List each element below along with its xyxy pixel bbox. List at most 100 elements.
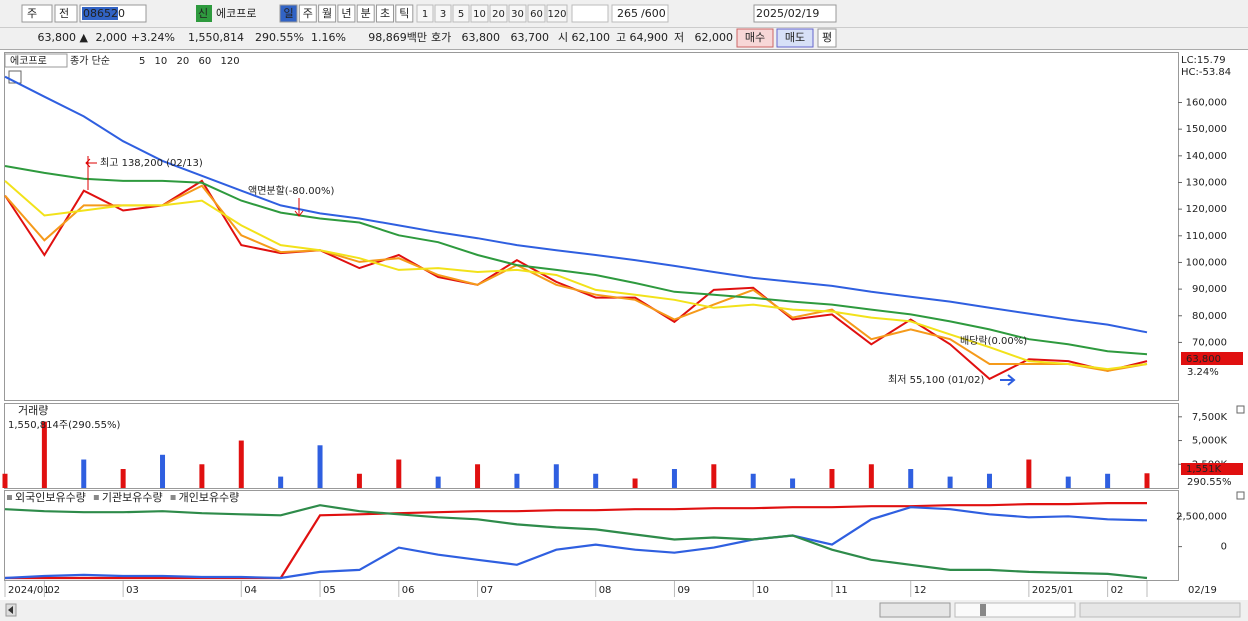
holdings-panel	[4, 490, 1179, 581]
quote-bid-ask_label: 호가	[431, 31, 451, 44]
buy-button[interactable]	[736, 28, 774, 48]
period-label: 분	[361, 7, 371, 20]
period-label: 주	[303, 7, 313, 20]
interval-label: 60	[530, 9, 543, 20]
volume-bar	[356, 473, 362, 488]
y-tick-label: 2,500,000	[1176, 511, 1227, 522]
interval-label: 30	[511, 9, 524, 20]
series-line	[4, 165, 1148, 356]
volume-bar	[1065, 476, 1071, 488]
annotation-arrow	[294, 198, 304, 217]
series-line	[4, 180, 1148, 371]
volume-bar	[829, 469, 835, 488]
period-button[interactable]	[356, 4, 375, 23]
annotation-arrow	[85, 156, 97, 190]
period-button[interactable]	[318, 4, 337, 23]
avg-button[interactable]	[817, 28, 837, 48]
volume-bar	[475, 464, 481, 488]
credit-label: 신	[198, 7, 208, 20]
y-tick-label: 110,000	[1186, 231, 1227, 242]
interval-button[interactable]	[434, 4, 452, 23]
y-tick-label: 120,000	[1186, 204, 1227, 215]
y-tick-label: 100,000	[1186, 257, 1227, 268]
sell-button[interactable]	[776, 28, 814, 48]
sell-label: 매도	[785, 31, 805, 44]
nav-buttons[interactable]	[879, 602, 951, 618]
annotation-dividend: 배당락(0.00%)	[960, 335, 1027, 347]
quote-price: 63,800 ▲	[38, 31, 89, 44]
interval-button[interactable]	[470, 4, 489, 23]
volume-bar	[120, 469, 126, 488]
legend-entry: 120	[221, 56, 240, 67]
legend-entry: 60	[199, 56, 212, 67]
volume-bar	[278, 476, 284, 488]
legend-entry: 개인보유수량	[179, 491, 240, 504]
interval-label: 5	[458, 9, 464, 20]
volume-bar	[238, 440, 244, 488]
y-tick-label: 7,500K	[1192, 412, 1228, 423]
tool-buttons[interactable]	[1079, 602, 1241, 618]
interval-select[interactable]	[571, 4, 609, 23]
period-type-select[interactable]	[21, 4, 53, 23]
period-label: 월	[322, 7, 332, 20]
annotation-high: 최고 138,200 (02/13)	[100, 157, 203, 169]
interval-button[interactable]	[489, 4, 508, 23]
series-line	[4, 179, 1148, 381]
interval-button[interactable]	[452, 4, 470, 23]
legend-entry: 10	[155, 56, 168, 67]
quote-turnover: 1.16%	[311, 31, 346, 44]
zoom-slider[interactable]	[954, 602, 1076, 618]
y-tick-label: 5,000K	[1192, 436, 1228, 447]
period-button[interactable]	[337, 4, 356, 23]
quote-volume: 1,550,814	[188, 31, 244, 44]
x-tick-label: 02	[1111, 585, 1124, 596]
volume-bar	[396, 459, 402, 488]
volume-bar	[514, 473, 520, 488]
scroll-left-icon	[8, 606, 13, 614]
x-tick-label: 03	[126, 585, 139, 596]
panel-close[interactable]	[1236, 405, 1245, 414]
count: 265	[617, 7, 638, 20]
date-input[interactable]	[753, 4, 837, 23]
quote-high: 64,900	[630, 31, 669, 44]
count-max: /600	[641, 7, 666, 20]
series-line	[4, 506, 1148, 580]
x-tick-label: 04	[244, 585, 257, 596]
panel-close[interactable]	[1236, 491, 1245, 500]
volume-bar	[435, 476, 441, 488]
price-panel	[4, 52, 1179, 401]
period-button[interactable]	[279, 4, 298, 23]
period-button[interactable]	[298, 4, 317, 23]
interval-label: 10	[473, 9, 486, 20]
volume-bar	[81, 459, 87, 488]
legend-name-box	[4, 53, 68, 68]
quote-open-label: 시	[558, 31, 568, 44]
buy-label: 매수	[745, 31, 765, 44]
zoom-handle[interactable]	[980, 604, 986, 616]
period-button[interactable]	[395, 4, 414, 23]
volume-bar	[790, 478, 796, 488]
stock-name: 에코프로	[216, 7, 256, 20]
series-line	[4, 75, 1148, 334]
y-tick-label: 150,000	[1186, 124, 1227, 135]
volume-bar	[671, 469, 677, 488]
period-label: 년	[341, 7, 351, 20]
interval-button[interactable]	[416, 4, 434, 23]
volume-panel	[4, 403, 1179, 489]
y-tick-label: 140,000	[1186, 151, 1227, 162]
interval-button[interactable]	[527, 4, 546, 23]
interval-button[interactable]	[546, 4, 568, 23]
hc-label: HC:-53.84	[1181, 67, 1231, 78]
prev-button[interactable]	[54, 4, 78, 23]
legend-entry: 기관보유수량	[102, 491, 163, 504]
legend-entry: 외국인보유수량	[15, 491, 86, 504]
series-line	[4, 504, 1148, 580]
last-volume-box	[1181, 463, 1243, 475]
quote-volume-pct: 290.55%	[255, 31, 304, 44]
period-button[interactable]	[376, 4, 394, 23]
interval-label: 3	[440, 9, 446, 20]
interval-button[interactable]	[508, 4, 527, 23]
volume-title: 거래량	[18, 404, 48, 417]
